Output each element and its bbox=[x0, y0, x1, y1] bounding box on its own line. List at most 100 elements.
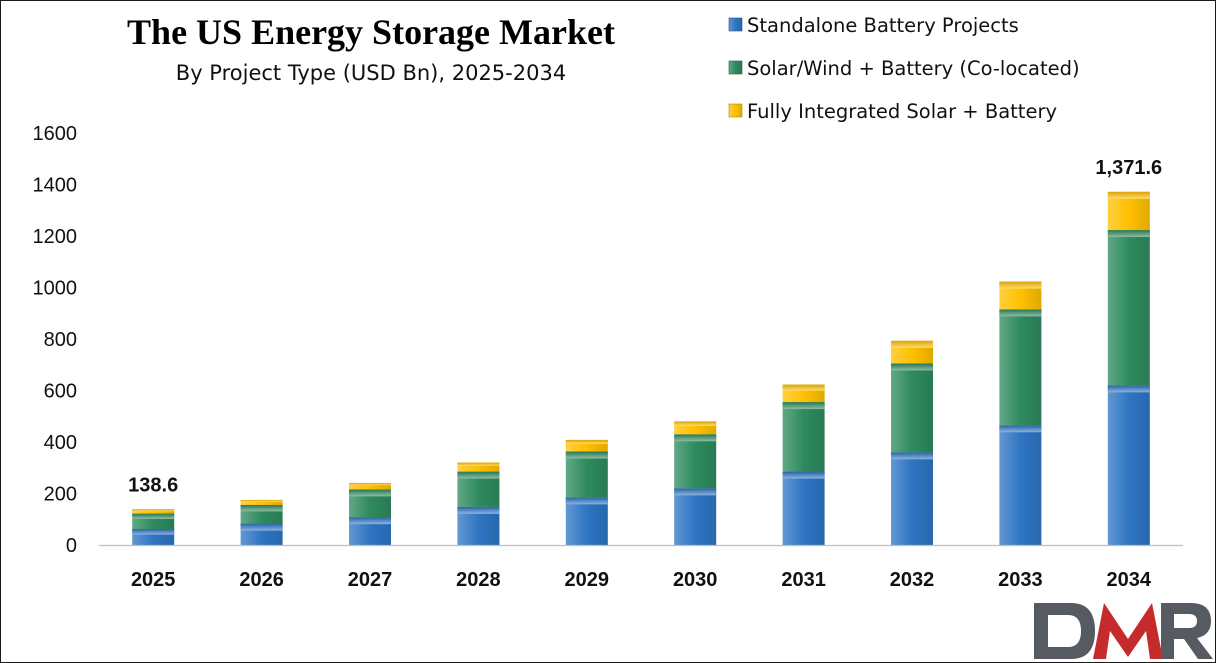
bar-cap-solar-wind-battery-co-located-2031 bbox=[782, 402, 825, 410]
y-tick-label-1400: 1400 bbox=[33, 175, 78, 197]
bar-standalone-battery-projects-2029 bbox=[565, 497, 608, 545]
bar-solar-wind-battery-co-located-2032 bbox=[891, 363, 933, 453]
legend-label-fully-integrated-solar-battery: Fully Integrated Solar + Battery bbox=[747, 100, 1057, 123]
bar-cap-solar-wind-battery-co-located-2032 bbox=[891, 363, 933, 371]
bar-standalone-battery-projects-2032 bbox=[891, 452, 933, 545]
data-label-2034: 1,371.6 bbox=[1095, 157, 1162, 179]
bar-cap-solar-wind-battery-co-located-2026 bbox=[240, 504, 283, 512]
bar-solar-wind-battery-co-located-2033 bbox=[999, 309, 1042, 426]
logo-letter-d bbox=[1034, 603, 1095, 659]
legend-swatch-standalone-battery-projects bbox=[728, 17, 743, 32]
legend-item-solar-wind-battery-co-located: Solar/Wind + Battery (Co-located) bbox=[728, 57, 1080, 80]
bar-stack-2033 bbox=[999, 281, 1042, 545]
bar-cap-standalone-battery-projects-2025 bbox=[132, 529, 175, 535]
dmr-logo bbox=[1034, 603, 1213, 659]
y-tick-label-400: 400 bbox=[44, 432, 77, 454]
y-tick-label-200: 200 bbox=[44, 484, 77, 506]
bar-stack-2031 bbox=[782, 384, 825, 545]
x-tick-label-2026: 2026 bbox=[239, 569, 284, 591]
bar-cap-standalone-battery-projects-2028 bbox=[457, 506, 500, 514]
chart-legend: Standalone Battery Projects Solar/Wind + … bbox=[728, 14, 1080, 123]
x-tick-label-2032: 2032 bbox=[890, 569, 935, 591]
bar-cap-solar-wind-battery-co-located-2029 bbox=[565, 451, 608, 459]
bar-cap-fully-integrated-solar-battery-2027 bbox=[349, 482, 391, 486]
bar-cap-solar-wind-battery-co-located-2030 bbox=[674, 434, 717, 442]
bar-cap-fully-integrated-solar-battery-2028 bbox=[457, 462, 500, 466]
bar-fully-integrated-solar-battery-2027 bbox=[349, 482, 391, 490]
bar-solar-wind-battery-co-located-2031 bbox=[782, 402, 825, 472]
data-label-2025: 138.6 bbox=[128, 474, 178, 496]
bar-cap-standalone-battery-projects-2029 bbox=[565, 497, 608, 505]
bar-stack-2034 bbox=[1107, 191, 1150, 545]
bar-stack-2030 bbox=[674, 421, 717, 545]
bar-cap-standalone-battery-projects-2034 bbox=[1107, 385, 1150, 393]
bar-cap-fully-integrated-solar-battery-2033 bbox=[999, 281, 1042, 289]
bar-cap-fully-integrated-solar-battery-2026 bbox=[240, 499, 283, 502]
chart-title: The US Energy Storage Market bbox=[127, 12, 615, 52]
y-tick-label-0: 0 bbox=[66, 535, 77, 557]
bar-cap-solar-wind-battery-co-located-2028 bbox=[457, 471, 500, 479]
y-tick-label-600: 600 bbox=[44, 381, 77, 403]
y-tick-label-1200: 1200 bbox=[33, 226, 78, 248]
legend-item-standalone-battery-projects: Standalone Battery Projects bbox=[728, 14, 1019, 37]
bar-cap-fully-integrated-solar-battery-2034 bbox=[1107, 191, 1150, 199]
bar-stack-2027 bbox=[349, 482, 391, 545]
legend-swatch-fully-integrated-solar-battery bbox=[728, 103, 743, 118]
bar-stack-2025 bbox=[132, 509, 175, 545]
x-tick-label-2028: 2028 bbox=[456, 569, 501, 591]
x-tick-label-2027: 2027 bbox=[348, 569, 393, 591]
data-labels: 138.6 1,371.6 bbox=[128, 157, 1162, 496]
logo-letter-r bbox=[1161, 603, 1213, 659]
bar-cap-standalone-battery-projects-2027 bbox=[349, 517, 391, 525]
bar-stack-2028 bbox=[457, 462, 500, 545]
bar-cap-fully-integrated-solar-battery-2025 bbox=[132, 509, 175, 512]
x-tick-label-2030: 2030 bbox=[673, 569, 718, 591]
bar-cap-solar-wind-battery-co-located-2025 bbox=[132, 513, 175, 519]
y-tick-label-800: 800 bbox=[44, 329, 77, 351]
legend-label-standalone-battery-projects: Standalone Battery Projects bbox=[747, 14, 1019, 37]
bar-cap-standalone-battery-projects-2026 bbox=[240, 523, 283, 531]
bar-cap-fully-integrated-solar-battery-2031 bbox=[782, 384, 825, 391]
bar-cap-standalone-battery-projects-2030 bbox=[674, 488, 717, 496]
bar-cap-standalone-battery-projects-2031 bbox=[782, 471, 825, 479]
bar-cap-fully-integrated-solar-battery-2029 bbox=[565, 439, 608, 444]
x-tick-label-2031: 2031 bbox=[781, 569, 826, 591]
bar-cap-solar-wind-battery-co-located-2034 bbox=[1107, 230, 1150, 238]
y-tick-label-1600: 1600 bbox=[33, 123, 78, 145]
bar-standalone-battery-projects-2033 bbox=[999, 425, 1042, 545]
bar-cap-fully-integrated-solar-battery-2032 bbox=[891, 340, 933, 348]
bar-cap-fully-integrated-solar-battery-2030 bbox=[674, 421, 717, 426]
legend-item-fully-integrated-solar-battery: Fully Integrated Solar + Battery bbox=[728, 100, 1057, 123]
bar-standalone-battery-projects-2030 bbox=[674, 488, 717, 545]
bar-standalone-battery-projects-2034 bbox=[1107, 385, 1150, 545]
legend-swatch-solar-wind-battery-co-located bbox=[728, 60, 743, 75]
bar-stack-2032 bbox=[891, 340, 933, 545]
bar-solar-wind-battery-co-located-2029 bbox=[565, 451, 608, 498]
bar-stack-2026 bbox=[240, 499, 283, 545]
y-tick-label-1000: 1000 bbox=[33, 278, 78, 300]
x-tick-label-2029: 2029 bbox=[565, 569, 610, 591]
x-tick-label-2033: 2033 bbox=[998, 569, 1043, 591]
bar-standalone-battery-projects-2031 bbox=[782, 471, 825, 545]
chart-subtitle: By Project Type (USD Bn), 2025-2034 bbox=[176, 61, 566, 85]
x-tick-label-2034: 2034 bbox=[1107, 569, 1152, 591]
bar-solar-wind-battery-co-located-2030 bbox=[674, 434, 717, 489]
bar-cap-standalone-battery-projects-2033 bbox=[999, 425, 1042, 433]
logo-letter-m bbox=[1093, 603, 1163, 659]
bar-fully-integrated-solar-battery-2028 bbox=[457, 462, 500, 472]
bar-cap-solar-wind-battery-co-located-2027 bbox=[349, 489, 391, 497]
bar-cap-solar-wind-battery-co-located-2033 bbox=[999, 309, 1042, 317]
bar-stack-2029 bbox=[565, 439, 608, 545]
bar-solar-wind-battery-co-located-2034 bbox=[1107, 230, 1150, 386]
legend-label-solar-wind-battery-co-located: Solar/Wind + Battery (Co-located) bbox=[747, 57, 1080, 80]
bar-fully-integrated-solar-battery-2025 bbox=[132, 509, 175, 514]
bar-fully-integrated-solar-battery-2026 bbox=[240, 499, 283, 505]
x-tick-label-2025: 2025 bbox=[131, 569, 176, 591]
y-axis: 0 200 400 600 800 1000 1200 1400 1600 bbox=[33, 123, 78, 557]
bar-cap-standalone-battery-projects-2032 bbox=[891, 452, 933, 460]
bar-fully-integrated-solar-battery-2029 bbox=[565, 439, 608, 452]
bar-series-group bbox=[132, 191, 1150, 545]
x-axis: 2025 2026 2027 2028 2029 2030 2031 2032 2033 2034 bbox=[99, 544, 1183, 591]
